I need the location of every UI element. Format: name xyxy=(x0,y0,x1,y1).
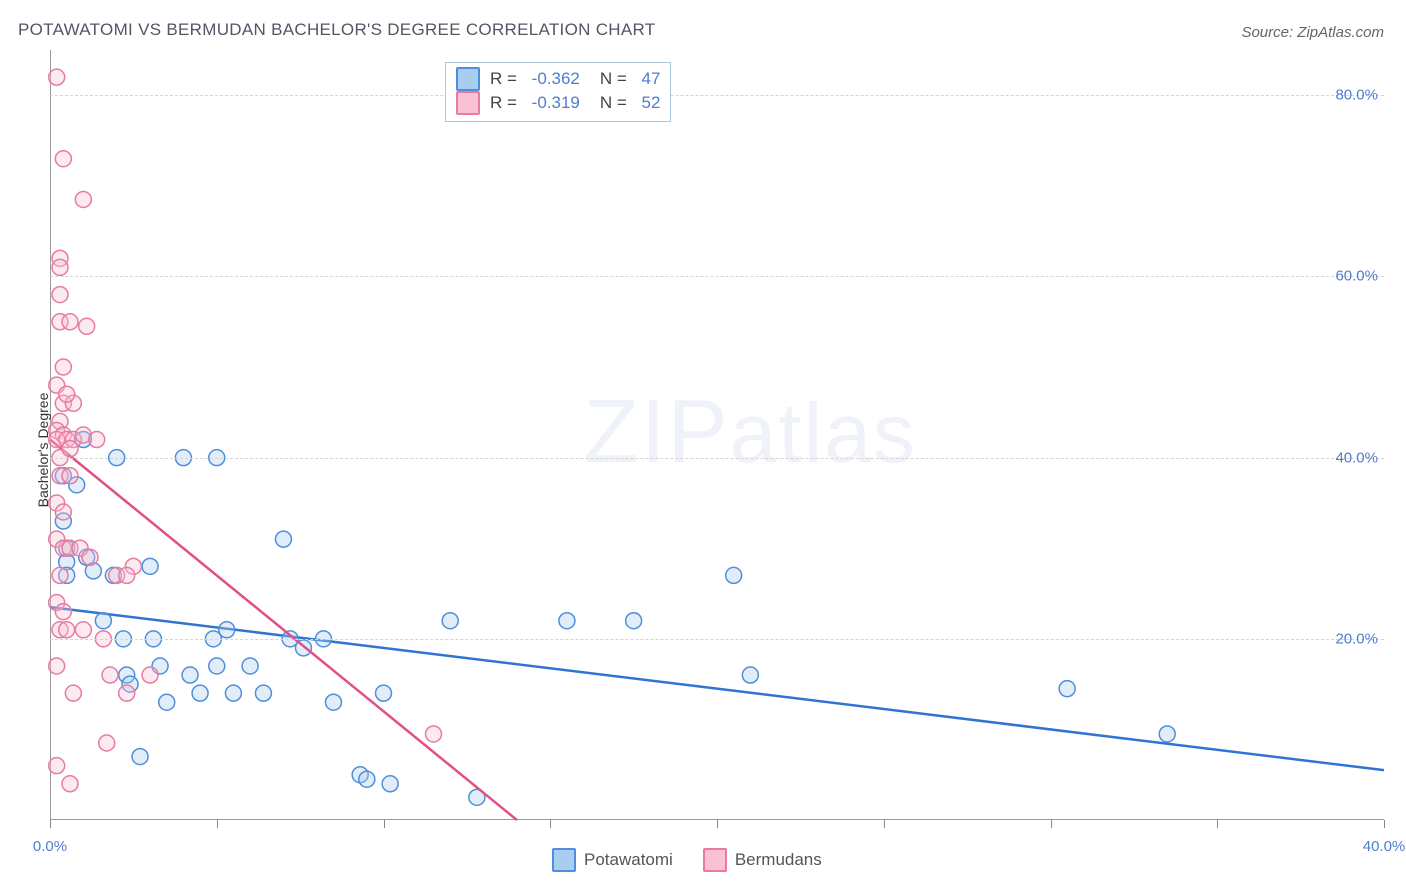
legend-N-value: 52 xyxy=(637,91,661,115)
gridline-y xyxy=(50,639,1384,640)
data-point xyxy=(376,685,392,701)
data-point xyxy=(62,468,78,484)
regression-line xyxy=(50,440,517,820)
x-tick xyxy=(217,820,218,828)
plot-area: ZIPatlas 20.0%40.0%60.0%80.0% xyxy=(50,50,1384,820)
x-label-left: 0.0% xyxy=(33,838,67,855)
gridline-y xyxy=(50,276,1384,277)
data-point xyxy=(49,658,65,674)
x-tick xyxy=(1217,820,1218,828)
data-point xyxy=(59,386,75,402)
data-point xyxy=(742,667,758,683)
chart-title: POTAWATOMI VS BERMUDAN BACHELOR'S DEGREE… xyxy=(18,20,655,40)
x-label-right: 40.0% xyxy=(1363,838,1406,855)
data-point xyxy=(119,685,135,701)
x-tick xyxy=(1051,820,1052,828)
data-point xyxy=(219,622,235,638)
legend-swatch xyxy=(456,91,480,115)
legend-swatch xyxy=(703,848,727,872)
legend-series-label: Bermudans xyxy=(735,850,822,870)
data-point xyxy=(726,567,742,583)
data-point xyxy=(209,658,225,674)
regression-line xyxy=(50,607,1384,770)
data-point xyxy=(242,658,258,674)
legend-series-item: Bermudans xyxy=(703,848,822,872)
legend-R-label: R = xyxy=(490,91,517,115)
data-point xyxy=(62,441,78,457)
data-point xyxy=(55,604,71,620)
legend-stat-row: R = -0.319 N = 52 xyxy=(456,91,660,115)
x-tick xyxy=(384,820,385,828)
data-point xyxy=(55,359,71,375)
legend-N-label: N = xyxy=(600,91,627,115)
data-point xyxy=(55,504,71,520)
data-point xyxy=(49,69,65,85)
data-point xyxy=(59,622,75,638)
legend-series: Potawatomi Bermudans xyxy=(552,848,822,872)
data-point xyxy=(626,613,642,629)
data-point xyxy=(1159,726,1175,742)
data-point xyxy=(79,318,95,334)
data-point xyxy=(325,694,341,710)
data-point xyxy=(159,694,175,710)
y-tick-label: 40.0% xyxy=(1335,449,1378,466)
data-point xyxy=(442,613,458,629)
source-attribution: Source: ZipAtlas.com xyxy=(1241,24,1384,41)
y-tick-label: 60.0% xyxy=(1335,268,1378,285)
data-point xyxy=(55,151,71,167)
legend-N-label: N = xyxy=(600,67,627,91)
data-point xyxy=(102,667,118,683)
data-point xyxy=(52,259,68,275)
data-point xyxy=(65,685,81,701)
chart-svg xyxy=(50,50,1384,820)
data-point xyxy=(89,432,105,448)
data-point xyxy=(182,667,198,683)
y-tick-label: 80.0% xyxy=(1335,87,1378,104)
data-point xyxy=(52,567,68,583)
legend-swatch xyxy=(456,67,480,91)
y-tick-label: 20.0% xyxy=(1335,630,1378,647)
legend-R-label: R = xyxy=(490,67,517,91)
gridline-y xyxy=(50,458,1384,459)
data-point xyxy=(225,685,241,701)
data-point xyxy=(142,667,158,683)
x-tick xyxy=(550,820,551,828)
legend-correlation-box: R = -0.362 N = 47 R = -0.319 N = 52 xyxy=(445,62,671,122)
data-point xyxy=(82,549,98,565)
data-point xyxy=(559,613,575,629)
legend-N-value: 47 xyxy=(637,67,661,91)
data-point xyxy=(382,776,398,792)
data-point xyxy=(255,685,271,701)
data-point xyxy=(1059,681,1075,697)
data-point xyxy=(62,314,78,330)
data-point xyxy=(95,613,111,629)
legend-series-label: Potawatomi xyxy=(584,850,673,870)
data-point xyxy=(359,771,375,787)
legend-R-value: -0.319 xyxy=(527,91,580,115)
data-point xyxy=(426,726,442,742)
data-point xyxy=(62,776,78,792)
gridline-y xyxy=(50,95,1384,96)
data-point xyxy=(142,558,158,574)
data-point xyxy=(192,685,208,701)
legend-swatch xyxy=(552,848,576,872)
x-tick xyxy=(717,820,718,828)
x-tick xyxy=(50,820,51,828)
x-tick xyxy=(1384,820,1385,828)
data-point xyxy=(99,735,115,751)
data-point xyxy=(52,287,68,303)
data-point xyxy=(75,191,91,207)
y-axis-title: Bachelor's Degree xyxy=(35,393,51,508)
data-point xyxy=(49,758,65,774)
legend-R-value: -0.362 xyxy=(527,67,580,91)
data-point xyxy=(132,749,148,765)
data-point xyxy=(119,567,135,583)
legend-stat-row: R = -0.362 N = 47 xyxy=(456,67,660,91)
data-point xyxy=(75,622,91,638)
x-tick xyxy=(884,820,885,828)
data-point xyxy=(275,531,291,547)
legend-series-item: Potawatomi xyxy=(552,848,673,872)
